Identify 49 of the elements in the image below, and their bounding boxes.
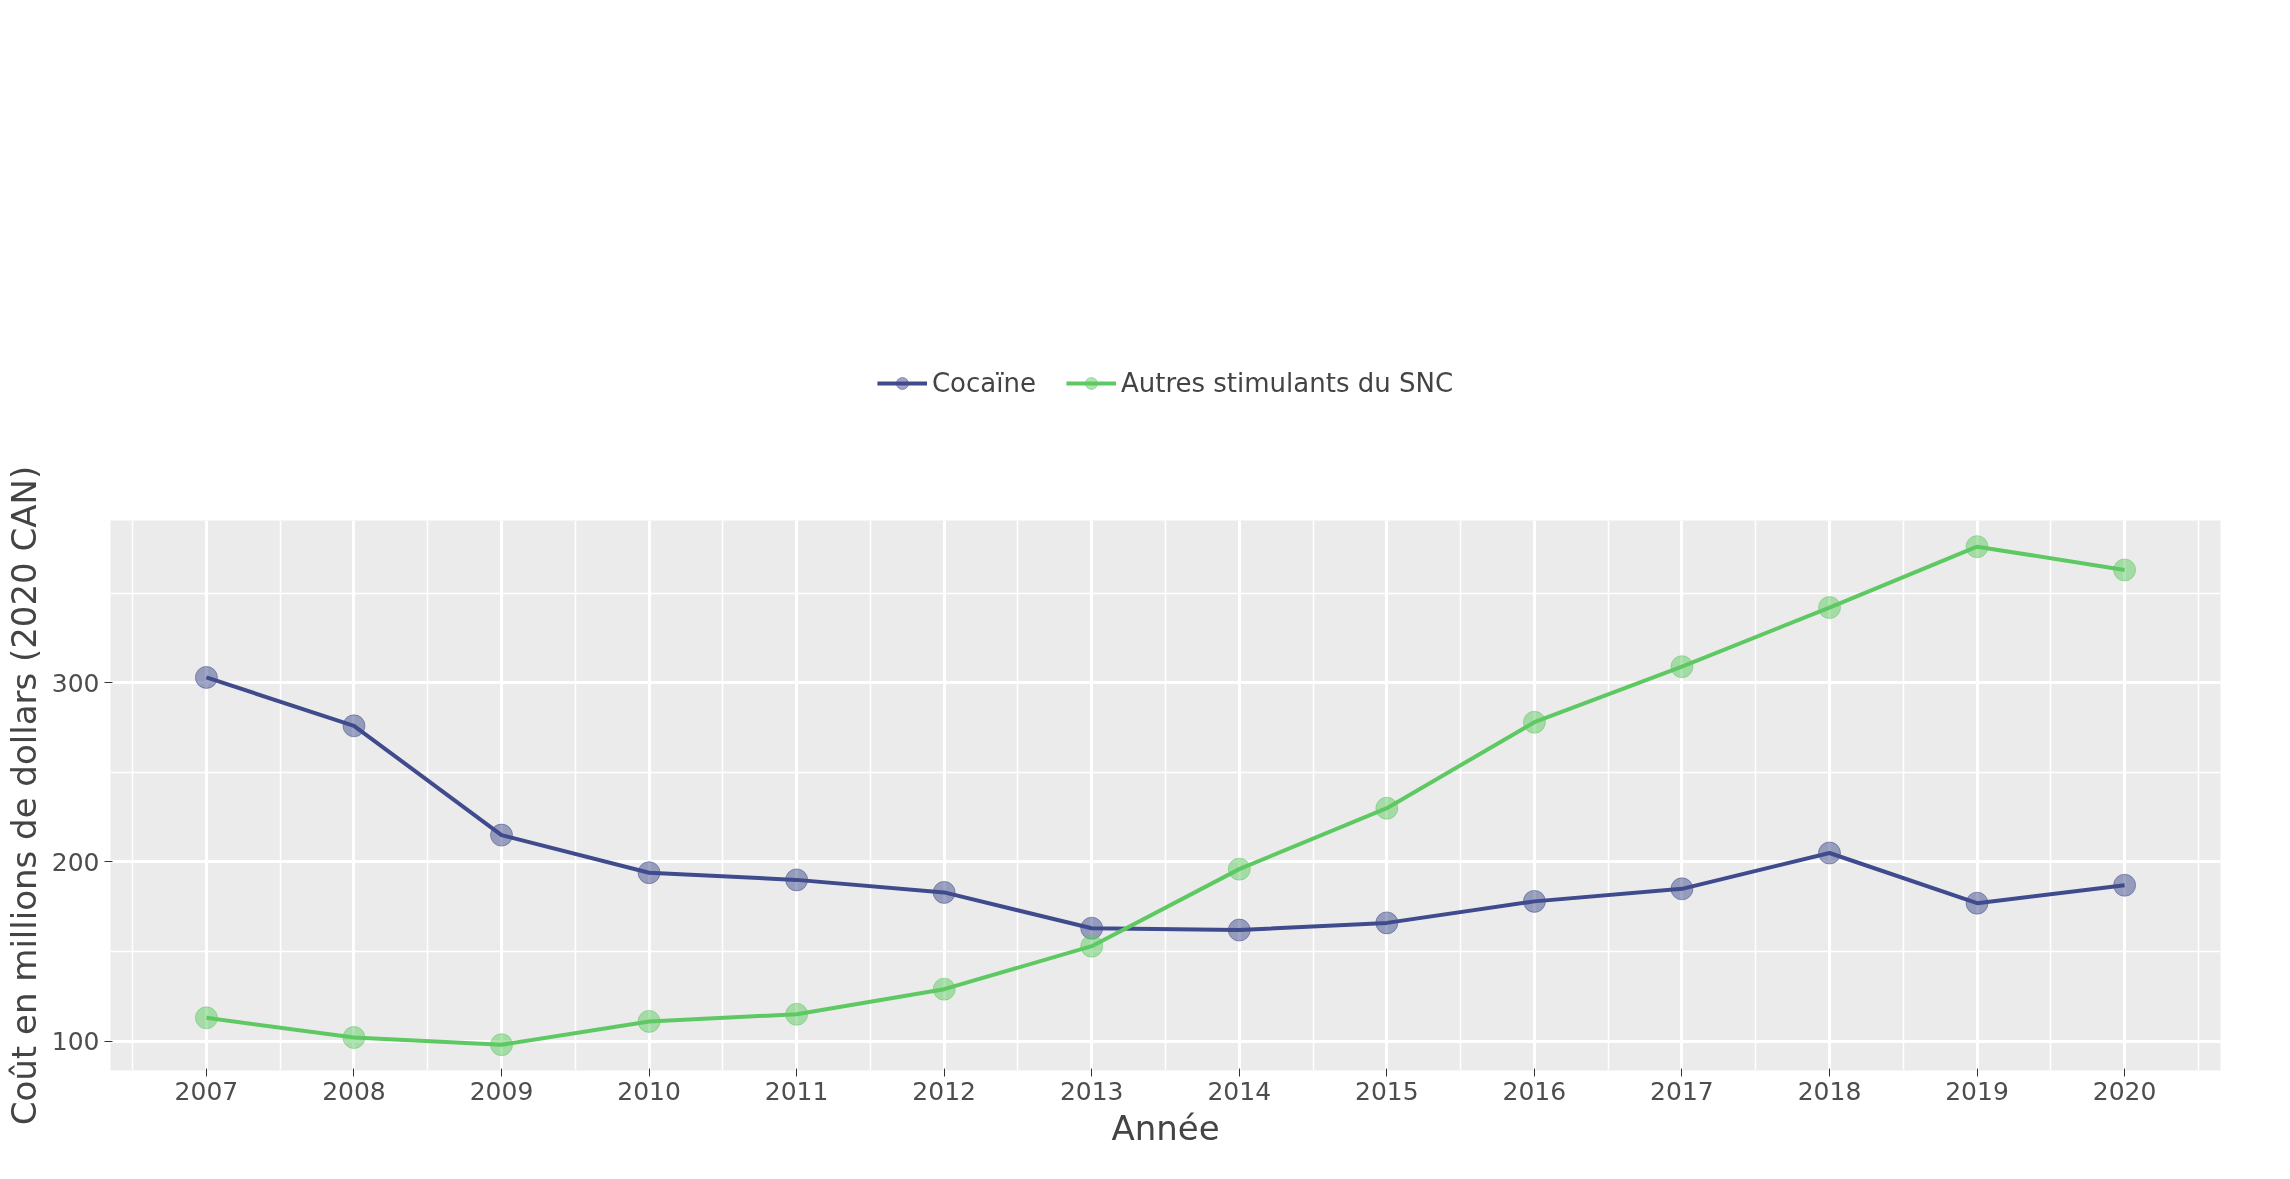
x-tick-label: 2008 (322, 1076, 386, 1106)
point (637, 1009, 661, 1033)
point (1522, 710, 1546, 734)
point (1080, 934, 1104, 958)
point (1375, 796, 1399, 820)
point (194, 1006, 218, 1030)
x-tick-label: 2020 (2092, 1076, 2157, 1106)
point (1080, 916, 1104, 940)
point (1227, 918, 1251, 942)
x-tick-label: 2012 (912, 1076, 976, 1106)
x-tick-label: 2013 (1059, 1076, 1124, 1106)
point (490, 1033, 514, 1057)
point (1670, 655, 1694, 679)
point (1375, 911, 1399, 935)
point (785, 1002, 809, 1026)
point (2113, 873, 2137, 897)
point (1965, 535, 1989, 559)
point (342, 714, 366, 738)
point (932, 977, 956, 1001)
point (785, 868, 809, 892)
point (1817, 596, 1841, 620)
point (1227, 857, 1251, 881)
x-tick-label: 2011 (764, 1076, 829, 1106)
x-tick-label: 2010 (617, 1076, 681, 1106)
point (1670, 877, 1694, 901)
y-tick-label: 100 (51, 1027, 100, 1057)
point (342, 1026, 366, 1050)
x-axis-title: Année (1111, 1107, 1220, 1148)
point (1522, 889, 1546, 913)
y-tick-label: 300 (51, 668, 100, 698)
x-tick-label: 2016 (1502, 1076, 1567, 1106)
point (637, 861, 661, 885)
x-tick-label: 2019 (1945, 1076, 2009, 1106)
point (932, 880, 956, 904)
point (1965, 891, 1989, 915)
y-tick-label: 200 (51, 847, 100, 877)
x-tick-label: 2015 (1355, 1076, 1419, 1106)
point (2113, 558, 2137, 582)
x-tick-label: 2007 (174, 1076, 239, 1106)
legend-label: Cocaïne (931, 367, 1036, 398)
x-tick-label: 2014 (1207, 1076, 1272, 1106)
point (490, 823, 514, 847)
y-axis-title: Coût en millions de dollars (2020 CAN) (3, 465, 44, 1126)
x-tick-label: 2017 (1650, 1076, 1714, 1106)
x-tick-label: 2009 (469, 1076, 534, 1106)
x-tick-label: 2018 (1797, 1076, 1862, 1106)
legend-label: Autres stimulants du SNC (1120, 367, 1454, 398)
point (194, 665, 218, 689)
point (1817, 841, 1841, 865)
